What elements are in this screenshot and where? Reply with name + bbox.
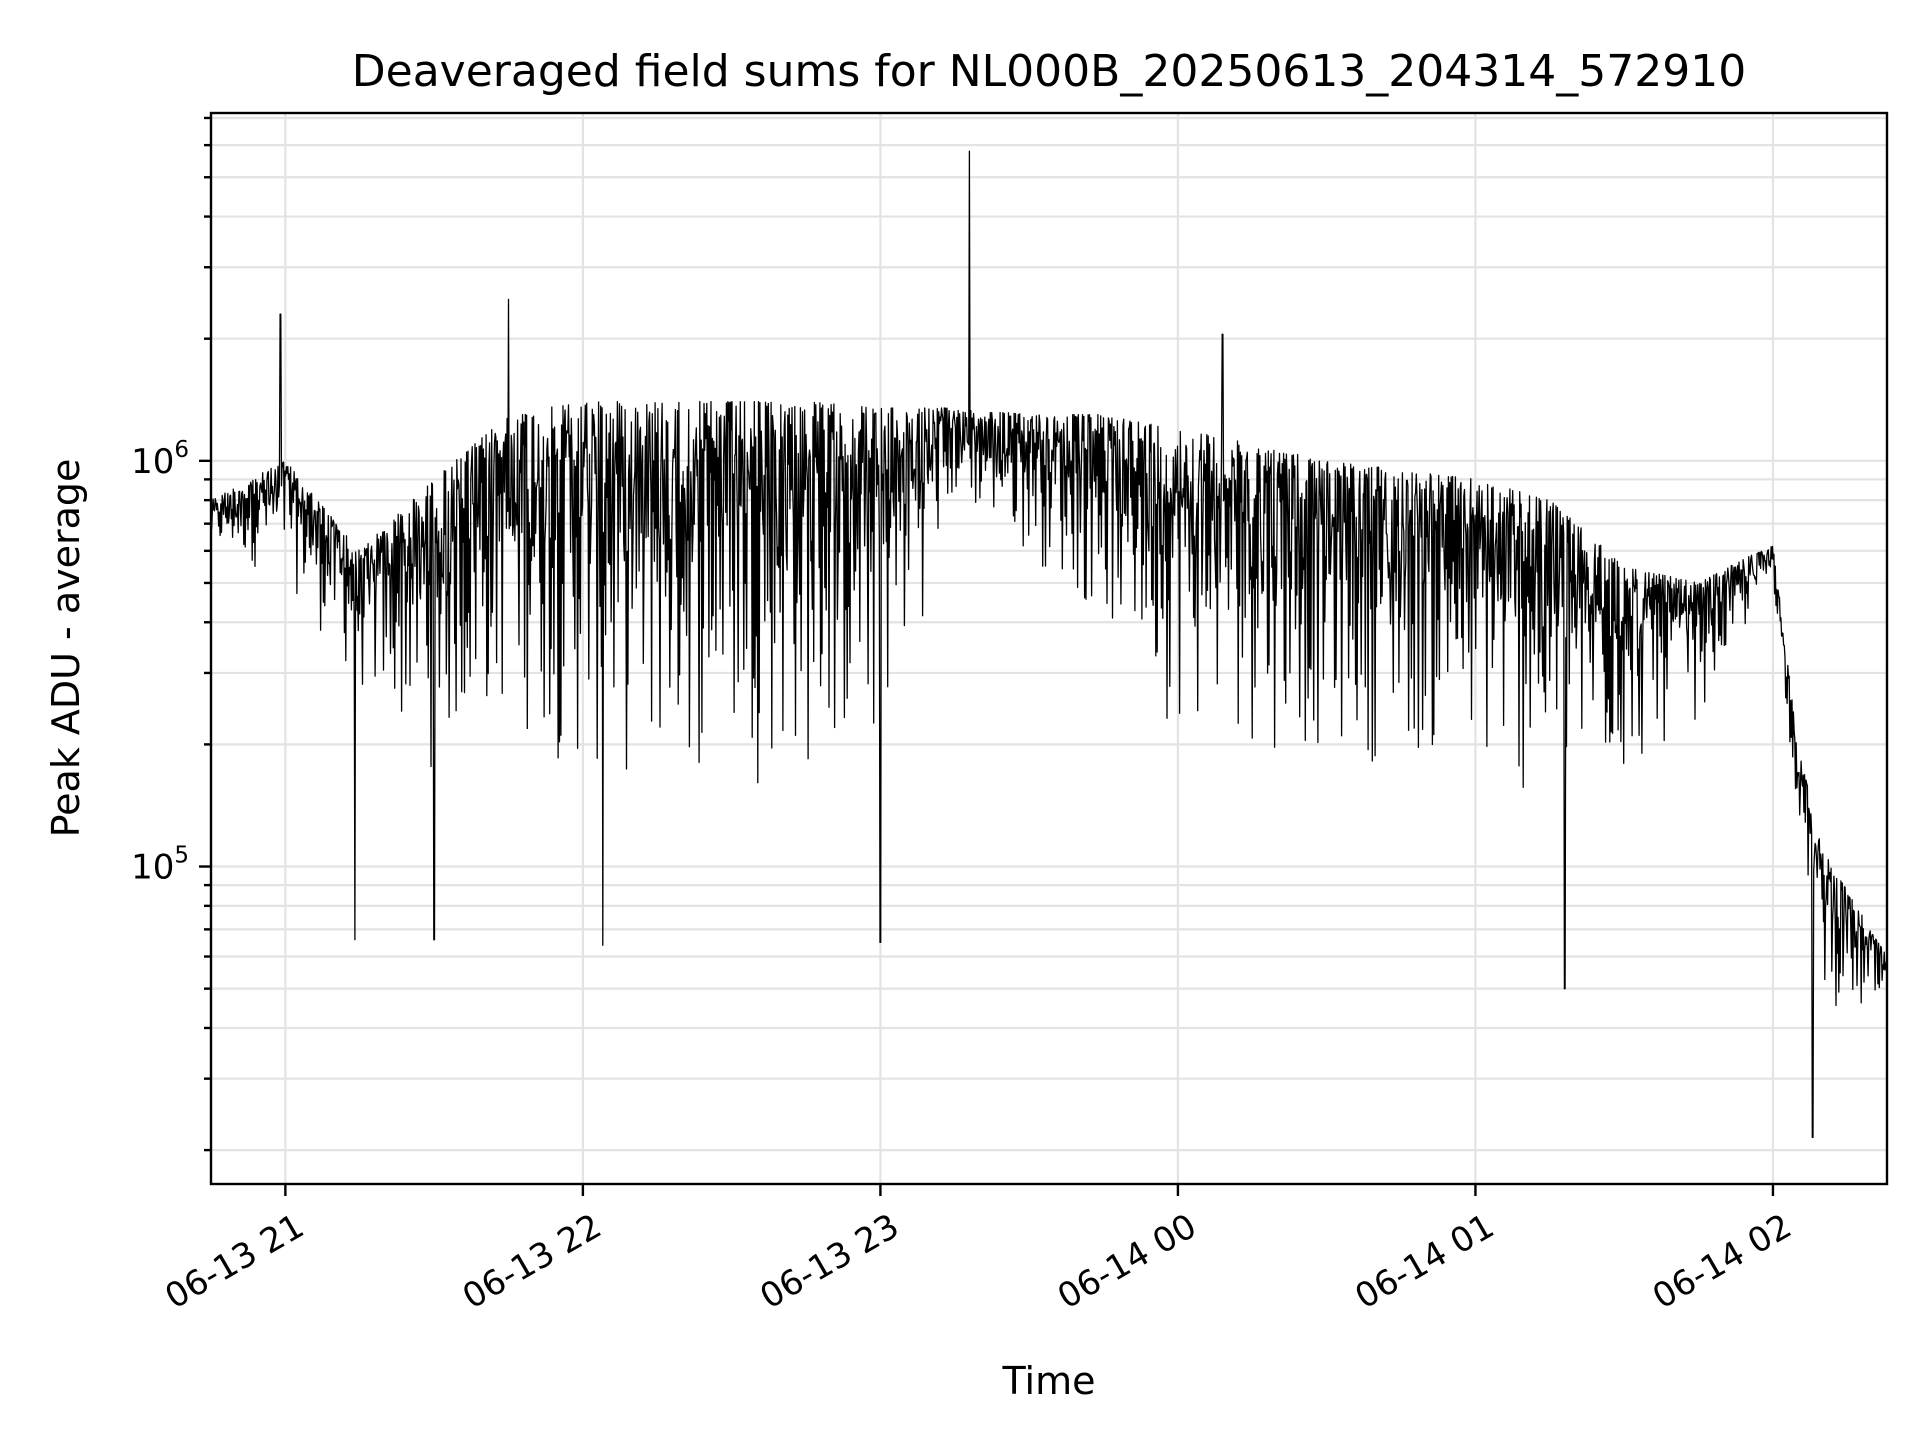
x-tick-label: 06-14 01 bbox=[1349, 1206, 1501, 1317]
x-tick-label: 06-13 21 bbox=[158, 1206, 310, 1317]
x-tick-label: 06-14 02 bbox=[1646, 1206, 1798, 1317]
x-tick-label: 06-13 23 bbox=[754, 1206, 906, 1317]
y-axis-label: Peak ADU - average bbox=[44, 459, 88, 838]
x-tick-label: 06-13 22 bbox=[456, 1206, 608, 1317]
chart-title: Deaveraged field sums for NL000B_2025061… bbox=[352, 46, 1746, 97]
y-tick-label: 106 bbox=[131, 437, 189, 482]
ticks: 06-13 21 06-13 22 06-13 23 06-14 00 06-14 01… bbox=[131, 116, 1798, 1317]
x-axis-label: Time bbox=[1002, 1359, 1096, 1403]
x-tick-label: 06-14 00 bbox=[1051, 1206, 1203, 1317]
series-line bbox=[210, 150, 1888, 1139]
y-tick-label: 105 bbox=[131, 843, 189, 888]
plot-frame bbox=[209, 111, 1889, 1186]
series-layer bbox=[210, 150, 1888, 1139]
